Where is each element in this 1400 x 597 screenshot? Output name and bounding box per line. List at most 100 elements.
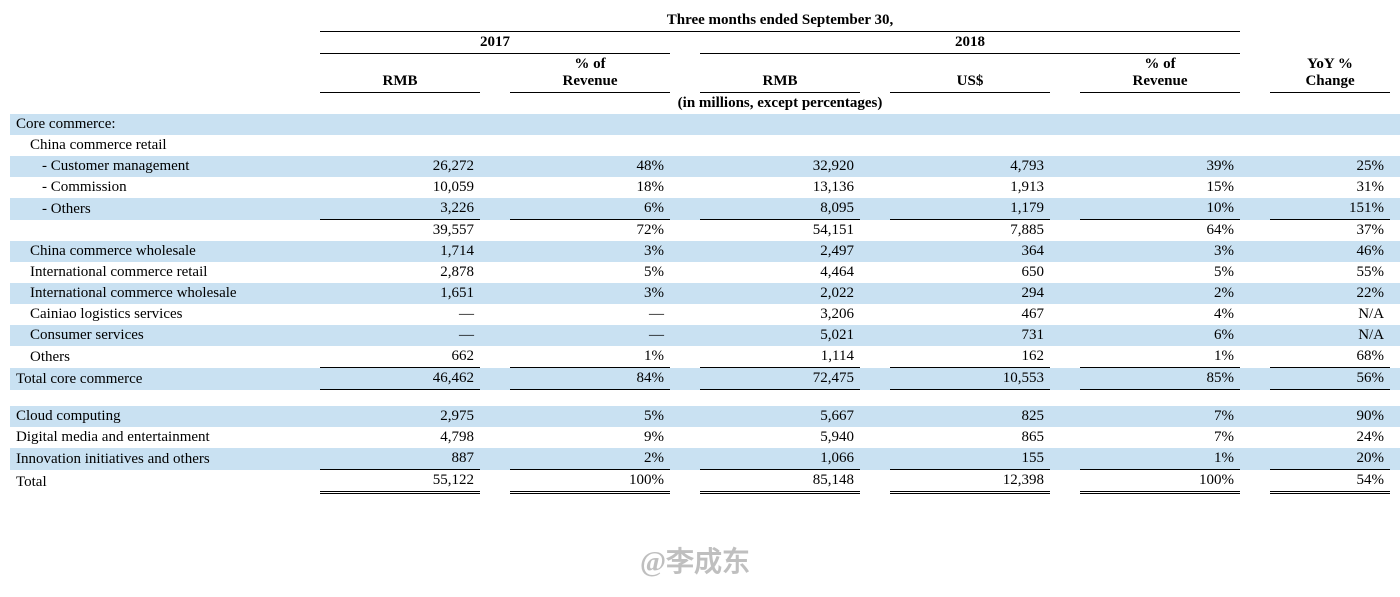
cell: 662	[320, 346, 480, 368]
cell: 2,878	[320, 262, 480, 283]
row-intl-retail: International commerce retail 2,878 5% 4…	[10, 262, 1400, 283]
cell: 7%	[1080, 406, 1240, 427]
header-row-super: Three months ended September 30,	[10, 10, 1400, 32]
cell: 2,975	[320, 406, 480, 427]
cell: 39%	[1080, 156, 1240, 177]
cell: —	[510, 304, 670, 325]
cell: 10,059	[320, 177, 480, 198]
cell: 151%	[1270, 198, 1390, 220]
cell: 5%	[1080, 262, 1240, 283]
cell: 2,497	[700, 241, 860, 262]
cell: N/A	[1270, 325, 1390, 346]
cell: 10%	[1080, 198, 1240, 220]
row-intl-wholesale: International commerce wholesale 1,651 3…	[10, 283, 1400, 304]
cell: 1,066	[700, 448, 860, 470]
cell: 162	[890, 346, 1050, 368]
cell: 54%	[1270, 470, 1390, 493]
cell: 100%	[1080, 470, 1240, 493]
row-core-commerce: Core commerce:	[10, 114, 1400, 135]
label-cust: - Customer management	[10, 156, 320, 177]
cell: 825	[890, 406, 1050, 427]
cell: 18%	[510, 177, 670, 198]
col-yoy: YoY %Change	[1270, 54, 1390, 93]
label-core: Core commerce:	[10, 114, 320, 135]
label-others: - Others	[10, 198, 320, 220]
row-commission: - Commission 10,059 18% 13,136 1,913 15%…	[10, 177, 1400, 198]
cell: 39,557	[320, 220, 480, 242]
cell: 2,022	[700, 283, 860, 304]
cell: 731	[890, 325, 1050, 346]
header-2018: 2018	[700, 32, 1240, 54]
row-consumer: Consumer services — — 5,021 731 6% N/A	[10, 325, 1400, 346]
cell: 294	[890, 283, 1050, 304]
cell: 2%	[1080, 283, 1240, 304]
cell: 1%	[1080, 346, 1240, 368]
cell: 3%	[510, 283, 670, 304]
row-china-retail: China commerce retail	[10, 135, 1400, 156]
cell: 9%	[510, 427, 670, 448]
cell: 467	[890, 304, 1050, 325]
cell: 10,553	[890, 368, 1050, 390]
cell: 12,398	[890, 470, 1050, 493]
units-note: (in millions, except percentages)	[320, 93, 1240, 115]
cell: 3%	[510, 241, 670, 262]
cell: 4,793	[890, 156, 1050, 177]
cell: 1,179	[890, 198, 1050, 220]
cell: 84%	[510, 368, 670, 390]
cell: 37%	[1270, 220, 1390, 242]
cell: 887	[320, 448, 480, 470]
cell: 5,940	[700, 427, 860, 448]
cell: 32,920	[700, 156, 860, 177]
row-dme: Digital media and entertainment 4,798 9%…	[10, 427, 1400, 448]
cell: 4%	[1080, 304, 1240, 325]
cell: N/A	[1270, 304, 1390, 325]
header-row-cols: RMB % ofRevenue RMB US$ % ofRevenue YoY …	[10, 54, 1400, 93]
cell: 5%	[510, 262, 670, 283]
label-ccw: China commerce wholesale	[10, 241, 320, 262]
cell: 54,151	[700, 220, 860, 242]
cell: —	[320, 325, 480, 346]
label-icr: International commerce retail	[10, 262, 320, 283]
cell: 5,021	[700, 325, 860, 346]
cell: 4,464	[700, 262, 860, 283]
cell: 22%	[1270, 283, 1390, 304]
cell: 56%	[1270, 368, 1390, 390]
row-total: Total 55,122 100% 85,148 12,398 100% 54%	[10, 470, 1400, 493]
header-row-units: (in millions, except percentages)	[10, 93, 1400, 115]
cell: 7,885	[890, 220, 1050, 242]
cell: 20%	[1270, 448, 1390, 470]
cell: 24%	[1270, 427, 1390, 448]
header-period: Three months ended September 30,	[320, 10, 1240, 32]
cell: 68%	[1270, 346, 1390, 368]
cell: 55%	[1270, 262, 1390, 283]
row-lothers: Others 662 1% 1,114 162 1% 68%	[10, 346, 1400, 368]
cell: 13,136	[700, 177, 860, 198]
cell: 55,122	[320, 470, 480, 493]
cell: 1%	[1080, 448, 1240, 470]
cell: 6%	[510, 198, 670, 220]
cell: 46,462	[320, 368, 480, 390]
col-2018-rmb: RMB	[700, 54, 860, 93]
cell: 5%	[510, 406, 670, 427]
row-cainiao: Cainiao logistics services — — 3,206 467…	[10, 304, 1400, 325]
cell: 6%	[1080, 325, 1240, 346]
cell: 15%	[1080, 177, 1240, 198]
cell: 48%	[510, 156, 670, 177]
label-dme: Digital media and entertainment	[10, 427, 320, 448]
cell: 4,798	[320, 427, 480, 448]
cell: —	[320, 304, 480, 325]
row-cloud: Cloud computing 2,975 5% 5,667 825 7% 90…	[10, 406, 1400, 427]
label-consumer: Consumer services	[10, 325, 320, 346]
cell: 3,226	[320, 198, 480, 220]
col-2018-pct: % ofRevenue	[1080, 54, 1240, 93]
cell: 72,475	[700, 368, 860, 390]
cell: —	[510, 325, 670, 346]
cell: 3,206	[700, 304, 860, 325]
label-comm: - Commission	[10, 177, 320, 198]
row-spacer	[10, 390, 1400, 407]
cell: 7%	[1080, 427, 1240, 448]
cell: 1,913	[890, 177, 1050, 198]
row-innovation: Innovation initiatives and others 887 2%…	[10, 448, 1400, 470]
cell: 650	[890, 262, 1050, 283]
cell: 85%	[1080, 368, 1240, 390]
